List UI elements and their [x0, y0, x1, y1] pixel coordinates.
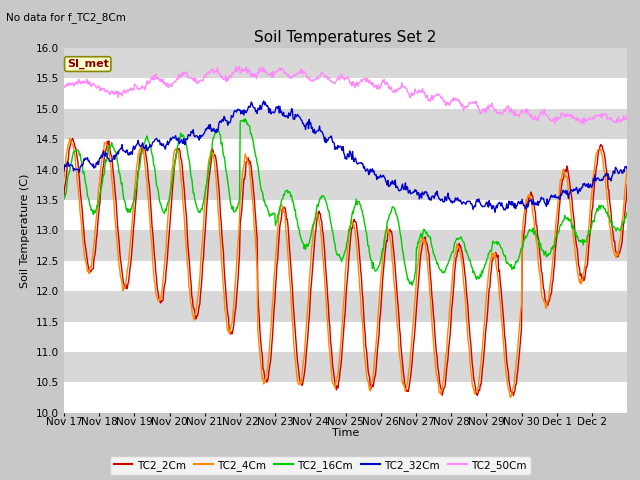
- Text: No data for f_TC2_8Cm: No data for f_TC2_8Cm: [6, 12, 126, 23]
- Legend: TC2_2Cm, TC2_4Cm, TC2_16Cm, TC2_32Cm, TC2_50Cm: TC2_2Cm, TC2_4Cm, TC2_16Cm, TC2_32Cm, TC…: [109, 456, 531, 475]
- Bar: [64, 230, 627, 261]
- Bar: [64, 109, 627, 139]
- Bar: [64, 291, 627, 322]
- Bar: [64, 139, 627, 169]
- Bar: [64, 261, 627, 291]
- X-axis label: Time: Time: [332, 428, 359, 438]
- Title: Soil Temperatures Set 2: Soil Temperatures Set 2: [255, 30, 436, 46]
- Text: SI_met: SI_met: [67, 59, 109, 69]
- Bar: [64, 169, 627, 200]
- Y-axis label: Soil Temperature (C): Soil Temperature (C): [20, 173, 30, 288]
- Bar: [64, 78, 627, 109]
- Bar: [64, 352, 627, 383]
- Bar: [64, 383, 627, 413]
- Bar: [64, 322, 627, 352]
- Bar: [64, 200, 627, 230]
- Bar: [64, 48, 627, 78]
